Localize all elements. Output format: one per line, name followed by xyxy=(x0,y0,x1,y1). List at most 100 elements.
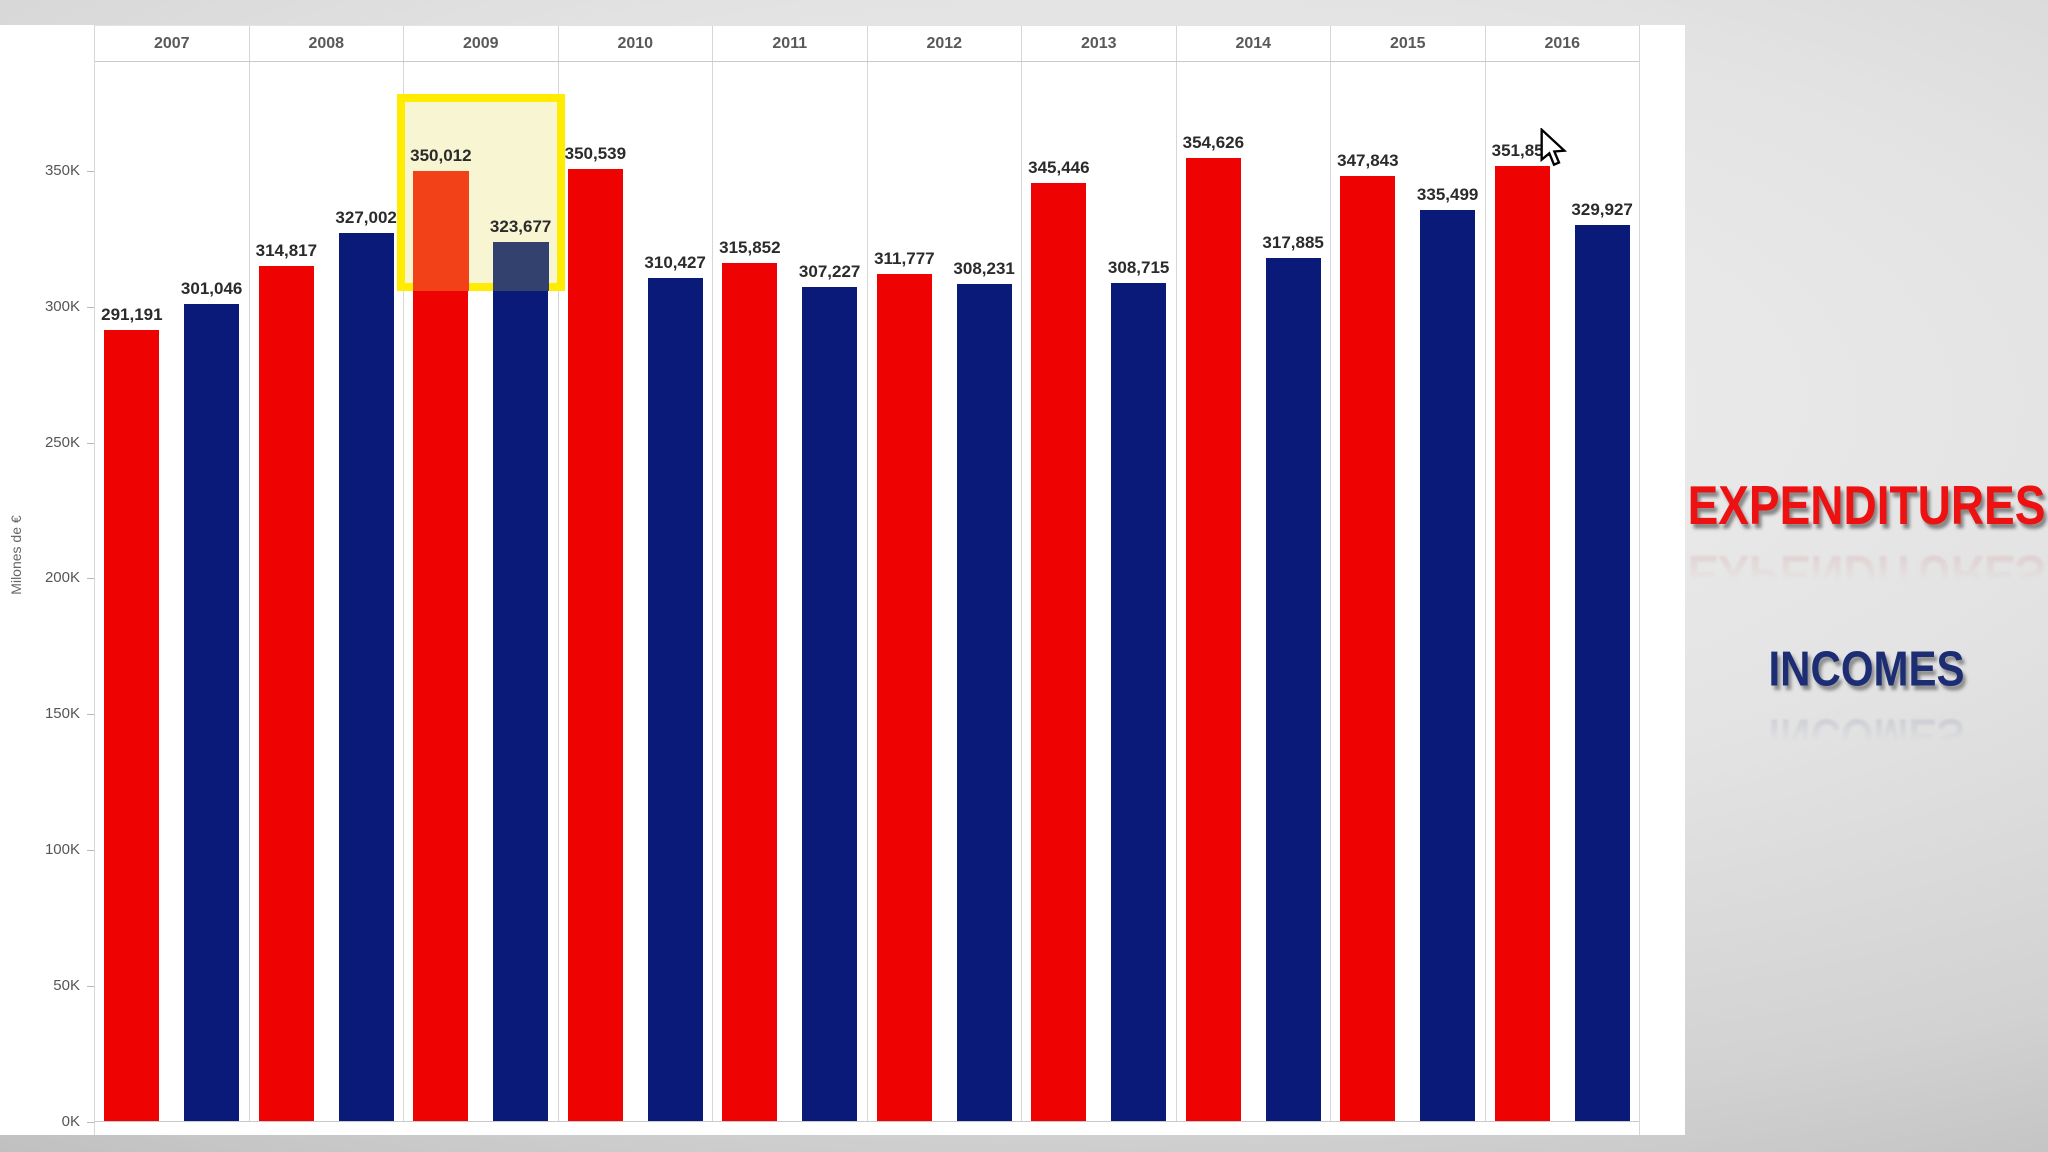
y-tick-label: 300K xyxy=(44,297,80,315)
y-axis-ticks: 0K 50K 100K 150K 200K 250K 300K 350K xyxy=(0,62,94,1130)
incomes-bar[interactable] xyxy=(802,286,858,1121)
expenditures-bar[interactable] xyxy=(567,169,623,1121)
year-label: 2009 xyxy=(404,26,559,61)
incomes-bar-group: 301,046 xyxy=(180,62,243,1121)
incomes-legend-label: INCOMES xyxy=(1768,640,1965,697)
incomes-bar-group: 323,677 xyxy=(490,62,551,1121)
bars-area: 291,191 301,046 314,817 327,002 350,012 … xyxy=(95,62,1639,1122)
incomes-bar[interactable] xyxy=(1420,210,1476,1121)
incomes-value-label: 307,227 xyxy=(798,261,861,281)
y-tick-mark xyxy=(87,306,94,308)
expenditures-bar-group: 314,817 xyxy=(255,62,318,1121)
expenditures-bar[interactable] xyxy=(876,274,932,1121)
incomes-bar-group: 327,002 xyxy=(335,62,397,1121)
expenditures-bar-group: 315,852 xyxy=(719,62,781,1121)
incomes-value-label: 308,715 xyxy=(1107,257,1170,277)
expenditures-bar[interactable] xyxy=(1185,158,1241,1121)
year-label: 2010 xyxy=(559,26,713,61)
year-label: 2015 xyxy=(1331,26,1486,61)
year-label: 2013 xyxy=(1022,26,1177,61)
y-tick-mark xyxy=(87,578,94,580)
year-column: 351,856 329,927 xyxy=(1486,62,1640,1121)
year-label: 2008 xyxy=(250,26,404,61)
expenditures-bar-group: 351,856 xyxy=(1491,62,1554,1121)
year-column: 291,191 301,046 xyxy=(95,62,250,1121)
expenditures-value-label: 311,777 xyxy=(874,249,935,269)
year-column: 350,539 310,427 xyxy=(559,62,713,1121)
expenditures-value-label: 347,843 xyxy=(1337,151,1399,171)
year-label: 2011 xyxy=(713,26,868,61)
expenditures-value-label: 350,539 xyxy=(564,144,627,164)
expenditures-bar[interactable] xyxy=(1494,165,1550,1121)
expenditures-value-label: 314,817 xyxy=(255,241,318,261)
incomes-value-label: 327,002 xyxy=(335,208,397,228)
mouse-cursor-icon xyxy=(1540,128,1568,167)
expenditures-reflection: EXPENDITURES xyxy=(1687,544,2046,606)
incomes-bar[interactable] xyxy=(1265,257,1321,1121)
year-column: 314,817 327,002 xyxy=(250,62,404,1121)
y-tick-label: 200K xyxy=(44,569,80,587)
expenditures-bar-group: 291,191 xyxy=(101,62,163,1121)
expenditures-value-label: 345,446 xyxy=(1028,157,1090,177)
y-tick-label: 350K xyxy=(44,161,80,179)
y-tick-mark xyxy=(87,714,94,716)
incomes-bar-group: 308,231 xyxy=(953,62,1015,1121)
year-column: 315,852 307,227 xyxy=(713,62,868,1121)
year-column: 354,626 317,885 xyxy=(1177,62,1331,1121)
year-label: 2016 xyxy=(1544,34,1581,52)
incomes-bar-group: 335,499 xyxy=(1416,62,1479,1121)
expenditures-bar-group: 311,777 xyxy=(874,62,935,1121)
incomes-value-label: 329,927 xyxy=(1571,200,1633,220)
y-tick-mark xyxy=(87,850,94,852)
incomes-bar-group: 307,227 xyxy=(798,62,861,1121)
expenditures-bar-group: 345,446 xyxy=(1028,62,1090,1121)
year-column: 350,012 323,677 xyxy=(404,62,559,1121)
incomes-value-label: 317,885 xyxy=(1262,232,1324,252)
y-tick-label: 150K xyxy=(44,705,80,723)
year-label: 2012 xyxy=(868,26,1022,61)
expenditures-value-label: 315,852 xyxy=(719,238,781,258)
incomes-value-label: 301,046 xyxy=(180,278,243,298)
expenditures-value-label: 354,626 xyxy=(1182,133,1245,153)
incomes-bar[interactable] xyxy=(647,278,703,1121)
year-column: 345,446 308,715 xyxy=(1022,62,1177,1121)
incomes-bar[interactable] xyxy=(493,242,549,1121)
incomes-bar-group: 329,927 xyxy=(1571,62,1633,1121)
expenditures-legend-label: EXPENDITURES xyxy=(1687,474,2046,536)
expenditures-bar-group: 350,012 xyxy=(410,62,472,1121)
incomes-bar[interactable] xyxy=(1574,225,1630,1121)
expenditures-bar[interactable] xyxy=(258,266,314,1121)
incomes-reflection: INCOMES xyxy=(1768,708,1965,765)
incomes-bar[interactable] xyxy=(338,233,394,1121)
plot-area: 2007 2008 2009 2010 2011 2012 2013 2014 2015 2016… xyxy=(94,25,1640,1135)
expenditures-bar[interactable] xyxy=(413,170,469,1121)
y-tick-mark xyxy=(87,442,94,444)
highlight-expenditures-bar xyxy=(413,170,469,291)
y-tick-label: 100K xyxy=(44,841,80,859)
expenditures-bar[interactable] xyxy=(1340,176,1396,1121)
incomes-value-label: 308,231 xyxy=(953,259,1015,279)
year-label: 2014 xyxy=(1177,26,1331,61)
incomes-bar-group: 310,427 xyxy=(644,62,706,1121)
incomes-bar[interactable] xyxy=(184,303,240,1121)
y-tick-mark xyxy=(87,170,94,172)
expenditures-bar[interactable] xyxy=(1031,182,1087,1121)
legend-side-panel: EXPENDITURES EXPENDITURES INCOMES INCOME… xyxy=(1685,0,2048,1152)
year-column: 311,777 308,231 xyxy=(868,62,1022,1121)
incomes-value-label: 310,427 xyxy=(644,253,706,273)
expenditures-value-label: 291,191 xyxy=(101,305,163,325)
highlight-incomes-bar xyxy=(493,242,549,291)
expenditures-bar-group: 350,539 xyxy=(564,62,627,1121)
incomes-bar[interactable] xyxy=(1111,282,1167,1121)
incomes-bar-group: 317,885 xyxy=(1262,62,1324,1121)
y-tick-mark xyxy=(87,986,94,988)
year-header-row: 2007 2008 2009 2010 2011 2012 2013 2014 2015 2016 xyxy=(95,25,1639,62)
incomes-value-label: 335,499 xyxy=(1416,185,1479,204)
expenditures-bar[interactable] xyxy=(104,330,160,1121)
incomes-bar[interactable] xyxy=(956,284,1012,1121)
expenditures-value-label: 351,856 xyxy=(1491,140,1554,160)
expenditures-bar[interactable] xyxy=(722,263,778,1121)
expenditures-bar-group: 347,843 xyxy=(1337,62,1399,1121)
year-column: 347,843 335,499 xyxy=(1331,62,1486,1121)
